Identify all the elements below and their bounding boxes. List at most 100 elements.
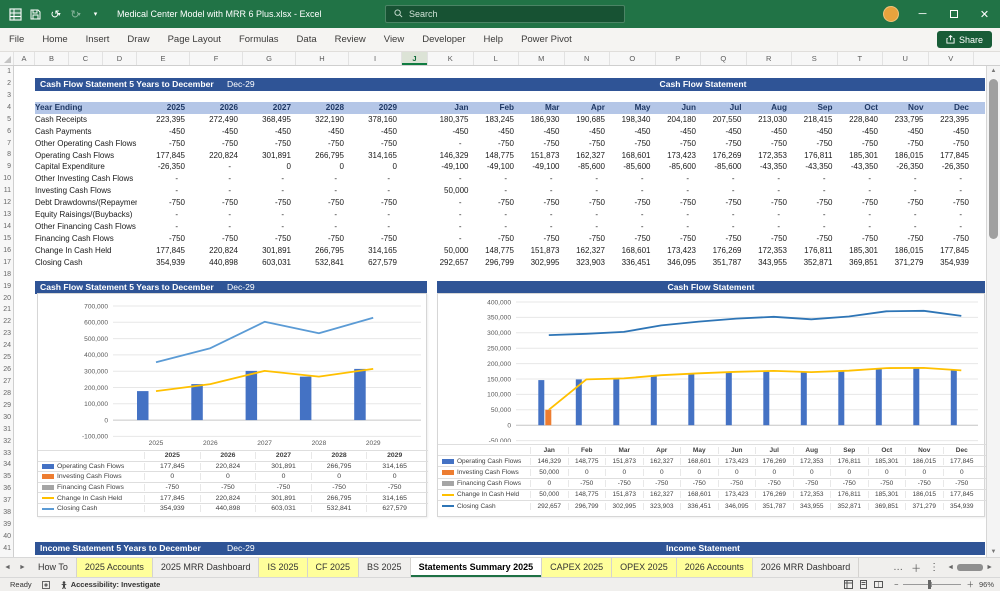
row-label[interactable]: Investing Cash Flows: [35, 186, 112, 196]
ribbon-tab-review[interactable]: Review: [334, 34, 366, 45]
cell[interactable]: -750: [952, 234, 969, 244]
cell[interactable]: 183,245: [485, 114, 514, 124]
row-header-19[interactable]: 19: [3, 282, 11, 290]
cell[interactable]: -: [959, 174, 962, 184]
row-header-15[interactable]: 15: [3, 234, 11, 242]
cell[interactable]: 223,395: [156, 114, 185, 124]
cell[interactable]: -: [822, 210, 826, 220]
cell[interactable]: -: [959, 186, 962, 196]
cell[interactable]: 162,327: [576, 245, 605, 255]
cell[interactable]: -: [549, 186, 553, 196]
column-header-B[interactable]: B: [35, 52, 69, 65]
cell[interactable]: -750: [634, 138, 651, 148]
row-header-23[interactable]: 23: [3, 330, 11, 338]
cell[interactable]: 151,873: [530, 245, 560, 255]
cell[interactable]: -49,100: [532, 162, 560, 172]
ribbon-tab-draw[interactable]: Draw: [127, 34, 150, 45]
share-button[interactable]: Share: [936, 31, 992, 48]
cell[interactable]: -750: [907, 198, 924, 208]
row-header-17[interactable]: 17: [3, 258, 11, 266]
cell[interactable]: 207,550: [712, 114, 742, 124]
cell[interactable]: -750: [327, 198, 344, 208]
cell[interactable]: -: [228, 222, 231, 232]
minimize-button[interactable]: ─: [918, 8, 927, 20]
cell[interactable]: [402, 150, 428, 162]
cell[interactable]: 2025: [166, 102, 185, 112]
cell[interactable]: -: [595, 186, 598, 196]
cell[interactable]: -: [458, 210, 462, 220]
row-label[interactable]: Equity Raisings/(Buybacks): [35, 210, 133, 220]
cell[interactable]: -26,350: [896, 162, 924, 172]
row-header-26[interactable]: 26: [3, 366, 11, 374]
column-header-V[interactable]: V: [929, 52, 974, 65]
row-header-16[interactable]: 16: [3, 246, 11, 254]
cell[interactable]: -: [549, 210, 553, 220]
cell[interactable]: -750: [679, 138, 696, 148]
cell[interactable]: -: [549, 174, 553, 184]
cell[interactable]: [402, 209, 428, 221]
cell[interactable]: -750: [327, 234, 344, 244]
cell[interactable]: -750: [221, 198, 238, 208]
cell[interactable]: -: [175, 186, 178, 196]
cell[interactable]: 343,955: [758, 257, 787, 267]
ribbon-tab-file[interactable]: File: [9, 34, 25, 45]
cell[interactable]: 198,340: [621, 114, 651, 124]
cell[interactable]: -450: [274, 126, 291, 136]
row-header-34[interactable]: 34: [3, 461, 11, 469]
cell[interactable]: -750: [497, 234, 514, 244]
cell[interactable]: 336,451: [621, 257, 651, 267]
cell[interactable]: 352,871: [803, 257, 833, 267]
row-header-12[interactable]: 12: [3, 199, 11, 207]
cell[interactable]: -: [387, 222, 390, 232]
cell[interactable]: -: [504, 186, 507, 196]
cell[interactable]: 272,490: [209, 114, 238, 124]
sheet-tab-2026-mrr-dashboard[interactable]: 2026 MRR Dashboard: [753, 558, 860, 577]
cell[interactable]: -: [504, 222, 507, 232]
cell[interactable]: 603,031: [262, 257, 291, 267]
more-sheets-button[interactable]: …: [893, 562, 904, 573]
cell[interactable]: 2029: [378, 102, 397, 112]
cell[interactable]: -: [777, 186, 780, 196]
cell[interactable]: 351,787: [712, 257, 742, 267]
cell[interactable]: -750: [907, 234, 924, 244]
cell[interactable]: -: [334, 174, 337, 184]
column-header-D[interactable]: D: [103, 52, 137, 65]
sheet-tab-is-2025[interactable]: IS 2025: [259, 558, 308, 577]
cell[interactable]: -: [281, 174, 284, 184]
cell[interactable]: -750: [497, 198, 514, 208]
cell[interactable]: 151,873: [530, 150, 560, 160]
cell[interactable]: -: [913, 210, 917, 220]
cell[interactable]: 148,775: [485, 150, 514, 160]
cell[interactable]: 0: [392, 162, 397, 172]
cell[interactable]: 323,903: [576, 257, 605, 267]
cell[interactable]: 213,030: [758, 114, 787, 124]
cell[interactable]: 162,327: [576, 150, 605, 160]
cell[interactable]: -: [175, 174, 178, 184]
cell[interactable]: -750: [221, 138, 238, 148]
cell[interactable]: -450: [861, 126, 878, 136]
cell[interactable]: -: [640, 174, 644, 184]
horizontal-scrollbar[interactable]: ◄ ►: [947, 564, 993, 571]
cell[interactable]: -450: [221, 126, 238, 136]
cell[interactable]: -: [228, 210, 231, 220]
cell[interactable]: -: [458, 222, 462, 232]
horizontal-scroll-thumb[interactable]: [957, 564, 984, 571]
row-header-32[interactable]: 32: [3, 437, 11, 445]
cell[interactable]: 223,395: [940, 114, 969, 124]
cell[interactable]: -: [281, 210, 284, 220]
cell[interactable]: 218,415: [803, 114, 833, 124]
cell[interactable]: -26,350: [157, 162, 185, 172]
row-label[interactable]: Other Investing Cash Flows: [35, 174, 134, 184]
cell[interactable]: [402, 233, 428, 245]
ribbon-tab-data[interactable]: Data: [296, 34, 317, 45]
column-header-E[interactable]: E: [137, 52, 190, 65]
cell[interactable]: -750: [168, 198, 185, 208]
cell[interactable]: Dec: [953, 102, 969, 112]
row-header-35[interactable]: 35: [3, 473, 11, 481]
cell[interactable]: 173,423: [667, 245, 696, 255]
customize-qat-button[interactable]: ▾: [93, 11, 98, 18]
cell[interactable]: -750: [952, 198, 969, 208]
cell[interactable]: 176,811: [804, 245, 833, 255]
cell[interactable]: 2028: [325, 102, 344, 112]
search-input[interactable]: Search: [385, 5, 625, 23]
